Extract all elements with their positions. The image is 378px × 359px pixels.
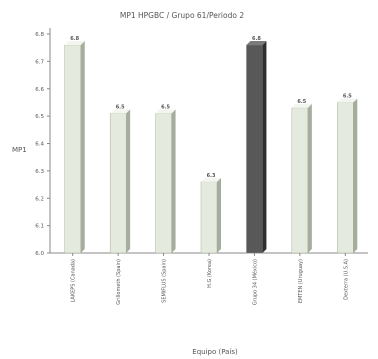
- bar-top: [291, 103, 312, 108]
- bar-side: [80, 40, 85, 254]
- value-label: 6.3: [207, 173, 216, 179]
- bar-face: [246, 44, 263, 254]
- y-tick-label: 6.3: [35, 169, 44, 175]
- y-tick-label: 6.4: [35, 142, 44, 148]
- category-labels: LAKEPS (Canada) Grillometh (Spain) SEMIFLU…: [71, 253, 349, 305]
- bar: [337, 98, 358, 254]
- y-tick-label: 6.5: [35, 114, 44, 120]
- y-ticks: 6.0 6.1 6.2 6.3 6.4 6.5 6.6 6.7 6.8: [35, 32, 50, 257]
- bar-face: [200, 181, 218, 254]
- bar-side: [126, 109, 131, 253]
- bar-top: [201, 177, 221, 182]
- value-label: 6.5: [161, 104, 170, 110]
- bar-top: [246, 40, 267, 45]
- bar: [246, 40, 267, 254]
- y-tick-label: 6.2: [35, 196, 44, 202]
- category-label: LAKEPS (Canada): [71, 259, 77, 303]
- bar-side: [307, 103, 312, 253]
- y-axis-label: MP1: [12, 146, 27, 154]
- bar-face: [155, 113, 172, 254]
- bar-top: [110, 109, 131, 114]
- bar-top: [337, 98, 358, 103]
- bar-face: [109, 113, 127, 254]
- bar-face: [337, 102, 354, 254]
- y-tick-label: 6.7: [35, 59, 44, 65]
- value-label: 6.8: [70, 36, 79, 42]
- y-tick-label: 6.6: [35, 87, 44, 93]
- bar-top: [64, 40, 85, 45]
- value-label: 6.8: [252, 36, 261, 42]
- bar-top: [155, 109, 176, 114]
- x-axis-label: Equipo (País): [192, 348, 238, 356]
- value-label: 6.5: [297, 99, 306, 105]
- category-label: Grupo 34 (México): [251, 259, 258, 305]
- bar: [200, 177, 221, 254]
- bar: [109, 109, 131, 254]
- y-tick-label: 6.1: [35, 224, 44, 230]
- bars: [64, 40, 358, 254]
- bar-side: [262, 40, 267, 254]
- value-label: 6.5: [343, 93, 352, 99]
- category-label: EMTEN (Uruguay): [298, 259, 304, 303]
- y-tick-label: 6.8: [35, 32, 44, 38]
- y-tick-label: 6.0: [35, 251, 44, 257]
- category-label: H.G (Korea): [207, 259, 213, 288]
- value-labels: 6.8 6.5 6.5 6.3 6.8 6.5 6.5: [70, 36, 352, 179]
- bar-face: [291, 107, 309, 254]
- value-label: 6.5: [116, 104, 125, 110]
- bar-face: [64, 44, 81, 254]
- bar-side: [217, 177, 221, 253]
- bar: [291, 103, 312, 254]
- bar-side: [171, 109, 176, 253]
- category-label: Grillometh (Spain): [116, 259, 122, 305]
- chart-title: MP1 HPGBC / Grupo 61/Periodo 2: [120, 11, 244, 20]
- bar: [155, 109, 176, 254]
- category-label: SEMIFLUS (Spain): [162, 259, 168, 303]
- category-label: Dexterra (U.S.A): [343, 259, 349, 300]
- bar-side: [353, 98, 358, 253]
- bar: [64, 40, 85, 254]
